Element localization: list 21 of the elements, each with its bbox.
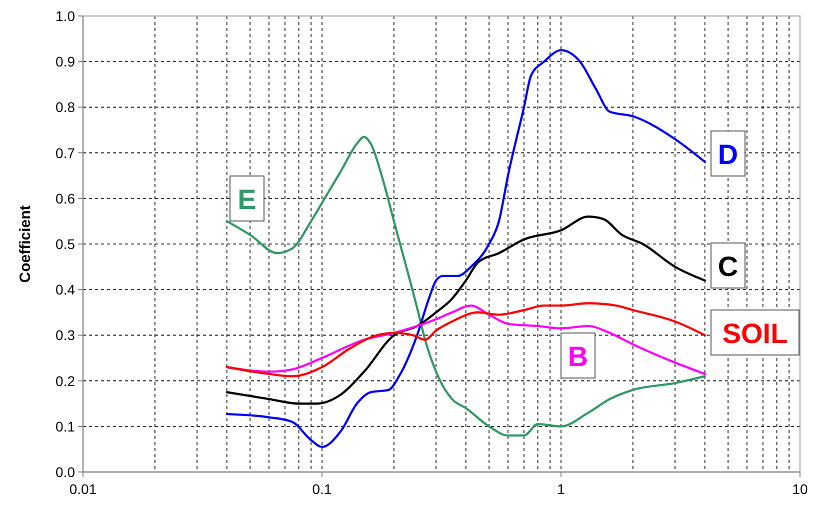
- y-tick-label: 0.3: [56, 327, 76, 344]
- y-tick-label: 0.7: [56, 144, 76, 161]
- series-label: SOIL: [722, 318, 788, 349]
- y-tick-label: 0.6: [56, 190, 76, 206]
- y-tick-label: 0.4: [56, 282, 76, 298]
- series-label: B: [568, 341, 588, 372]
- y-tick-label: 0.1: [56, 418, 76, 434]
- y-axis-title: Coefficient: [17, 205, 34, 283]
- y-tick-label: 0.2: [56, 372, 76, 389]
- x-tick-label: 0.01: [69, 481, 97, 497]
- y-tick-label: 0.9: [56, 54, 76, 70]
- y-tick-label: 0.5: [56, 236, 76, 252]
- x-tick-label: 0.1: [312, 481, 332, 497]
- series-label: E: [238, 184, 256, 215]
- x-tick-label: 1: [557, 481, 566, 497]
- y-tick-label: 0.0: [56, 464, 76, 480]
- series-label: D: [718, 139, 738, 170]
- y-tick-label: 0.8: [56, 99, 76, 116]
- x-tick-label: 10: [792, 481, 808, 497]
- y-tick-label: 1.0: [56, 8, 76, 24]
- series-label: C: [718, 251, 738, 282]
